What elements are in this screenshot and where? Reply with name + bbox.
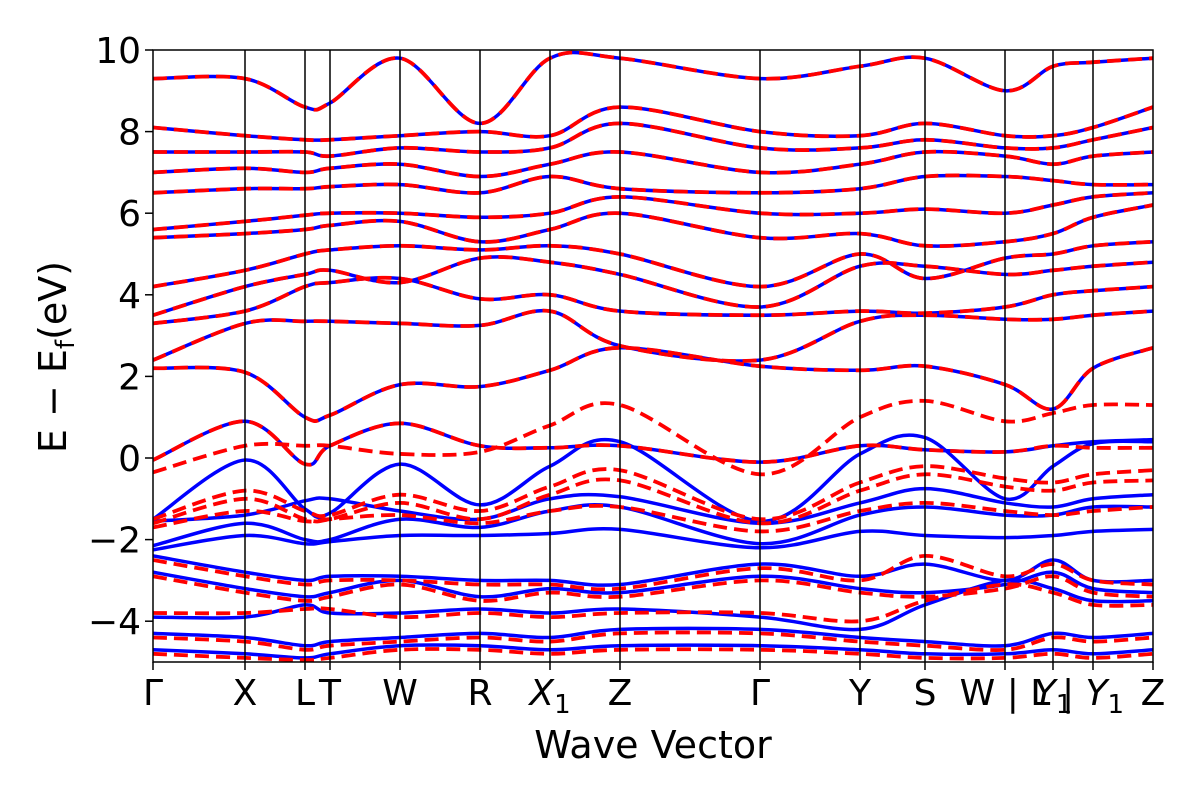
x-tick-label: W | L <box>960 673 1051 714</box>
y-axis-label-subscript: f <box>51 339 81 349</box>
band-line-dashed-21 <box>153 647 1153 662</box>
x-tick-label: X <box>233 673 258 714</box>
x-tick-label: Y <box>848 673 872 714</box>
y-axis-label-main: E − E <box>31 349 75 453</box>
band-line-solid-21 <box>153 643 1153 660</box>
y-tick-label: −2 <box>88 521 141 562</box>
y-tick-label: 4 <box>118 276 141 317</box>
x-tick-label: S <box>914 673 937 714</box>
x-tick-label: R <box>467 673 492 714</box>
y-tick-label: 0 <box>118 439 141 480</box>
y-tick-label: 6 <box>118 194 141 235</box>
x-tick-label: T <box>318 673 342 714</box>
y-axis-label: E − Ef(eV) <box>31 261 81 453</box>
plot-frame <box>152 49 1154 663</box>
y-tick-label: 8 <box>118 113 141 154</box>
band-line-dashed-3 <box>153 472 1153 526</box>
y-axis-label-unit: (eV) <box>31 261 75 340</box>
y-tick-label: 10 <box>95 31 141 72</box>
band-line-dashed-15 <box>153 105 1153 143</box>
x-tick-label: Γ <box>750 673 770 714</box>
band-line-dashed-2 <box>153 464 1153 522</box>
band-line-dashed-17 <box>153 553 1153 592</box>
band-line-solid-6 <box>153 308 1153 363</box>
band-line-dashed-9 <box>153 239 1153 289</box>
x-tick-label: Γ <box>143 673 163 714</box>
x-axis-label: Wave Vector <box>534 723 772 767</box>
x-tick-label: Z <box>608 673 633 714</box>
x-tick-label: Y1 <box>1034 673 1073 720</box>
band-line-solid-20 <box>153 626 1153 648</box>
x-tick-label: W <box>382 673 418 714</box>
band-line-dashed-11 <box>153 190 1153 232</box>
series-layer <box>153 50 1153 662</box>
band-line-solid-10 <box>153 203 1153 248</box>
band-line-dashed-1 <box>153 398 1153 477</box>
x-tick-label: | Y1 <box>1062 673 1124 720</box>
series-dashed <box>153 50 1153 662</box>
band-line-dashed-7 <box>153 275 1153 326</box>
band-line-dashed-8 <box>153 255 1153 318</box>
y-tick-label: −4 <box>88 602 141 643</box>
x-tick-label: X1 <box>527 673 570 720</box>
band-line-dashed-16 <box>153 50 1153 126</box>
x-tick-label: Z <box>1141 673 1166 714</box>
band-line-solid-2 <box>153 486 1153 526</box>
series-solid <box>153 50 1153 660</box>
band-line-solid-19 <box>153 578 1153 632</box>
plot-area <box>153 50 1153 662</box>
y-tick-label: 2 <box>118 357 141 398</box>
band-line-solid-11 <box>153 191 1153 232</box>
x-axis-ticks: Γ X L T W R X1 Z Γ Y S W | LY1| Y1 Z <box>143 662 1165 720</box>
high-symmetry-lines <box>244 50 1094 662</box>
band-line-solid-4 <box>153 527 1153 552</box>
band-line-dashed-10 <box>153 203 1153 248</box>
band-line-dashed-5 <box>153 345 1153 423</box>
band-line-dashed-20 <box>153 630 1153 652</box>
y-axis-ticks: 10 8 6 4 2 0 −2 −4 <box>88 31 153 643</box>
x-tick-label: L <box>295 673 315 714</box>
